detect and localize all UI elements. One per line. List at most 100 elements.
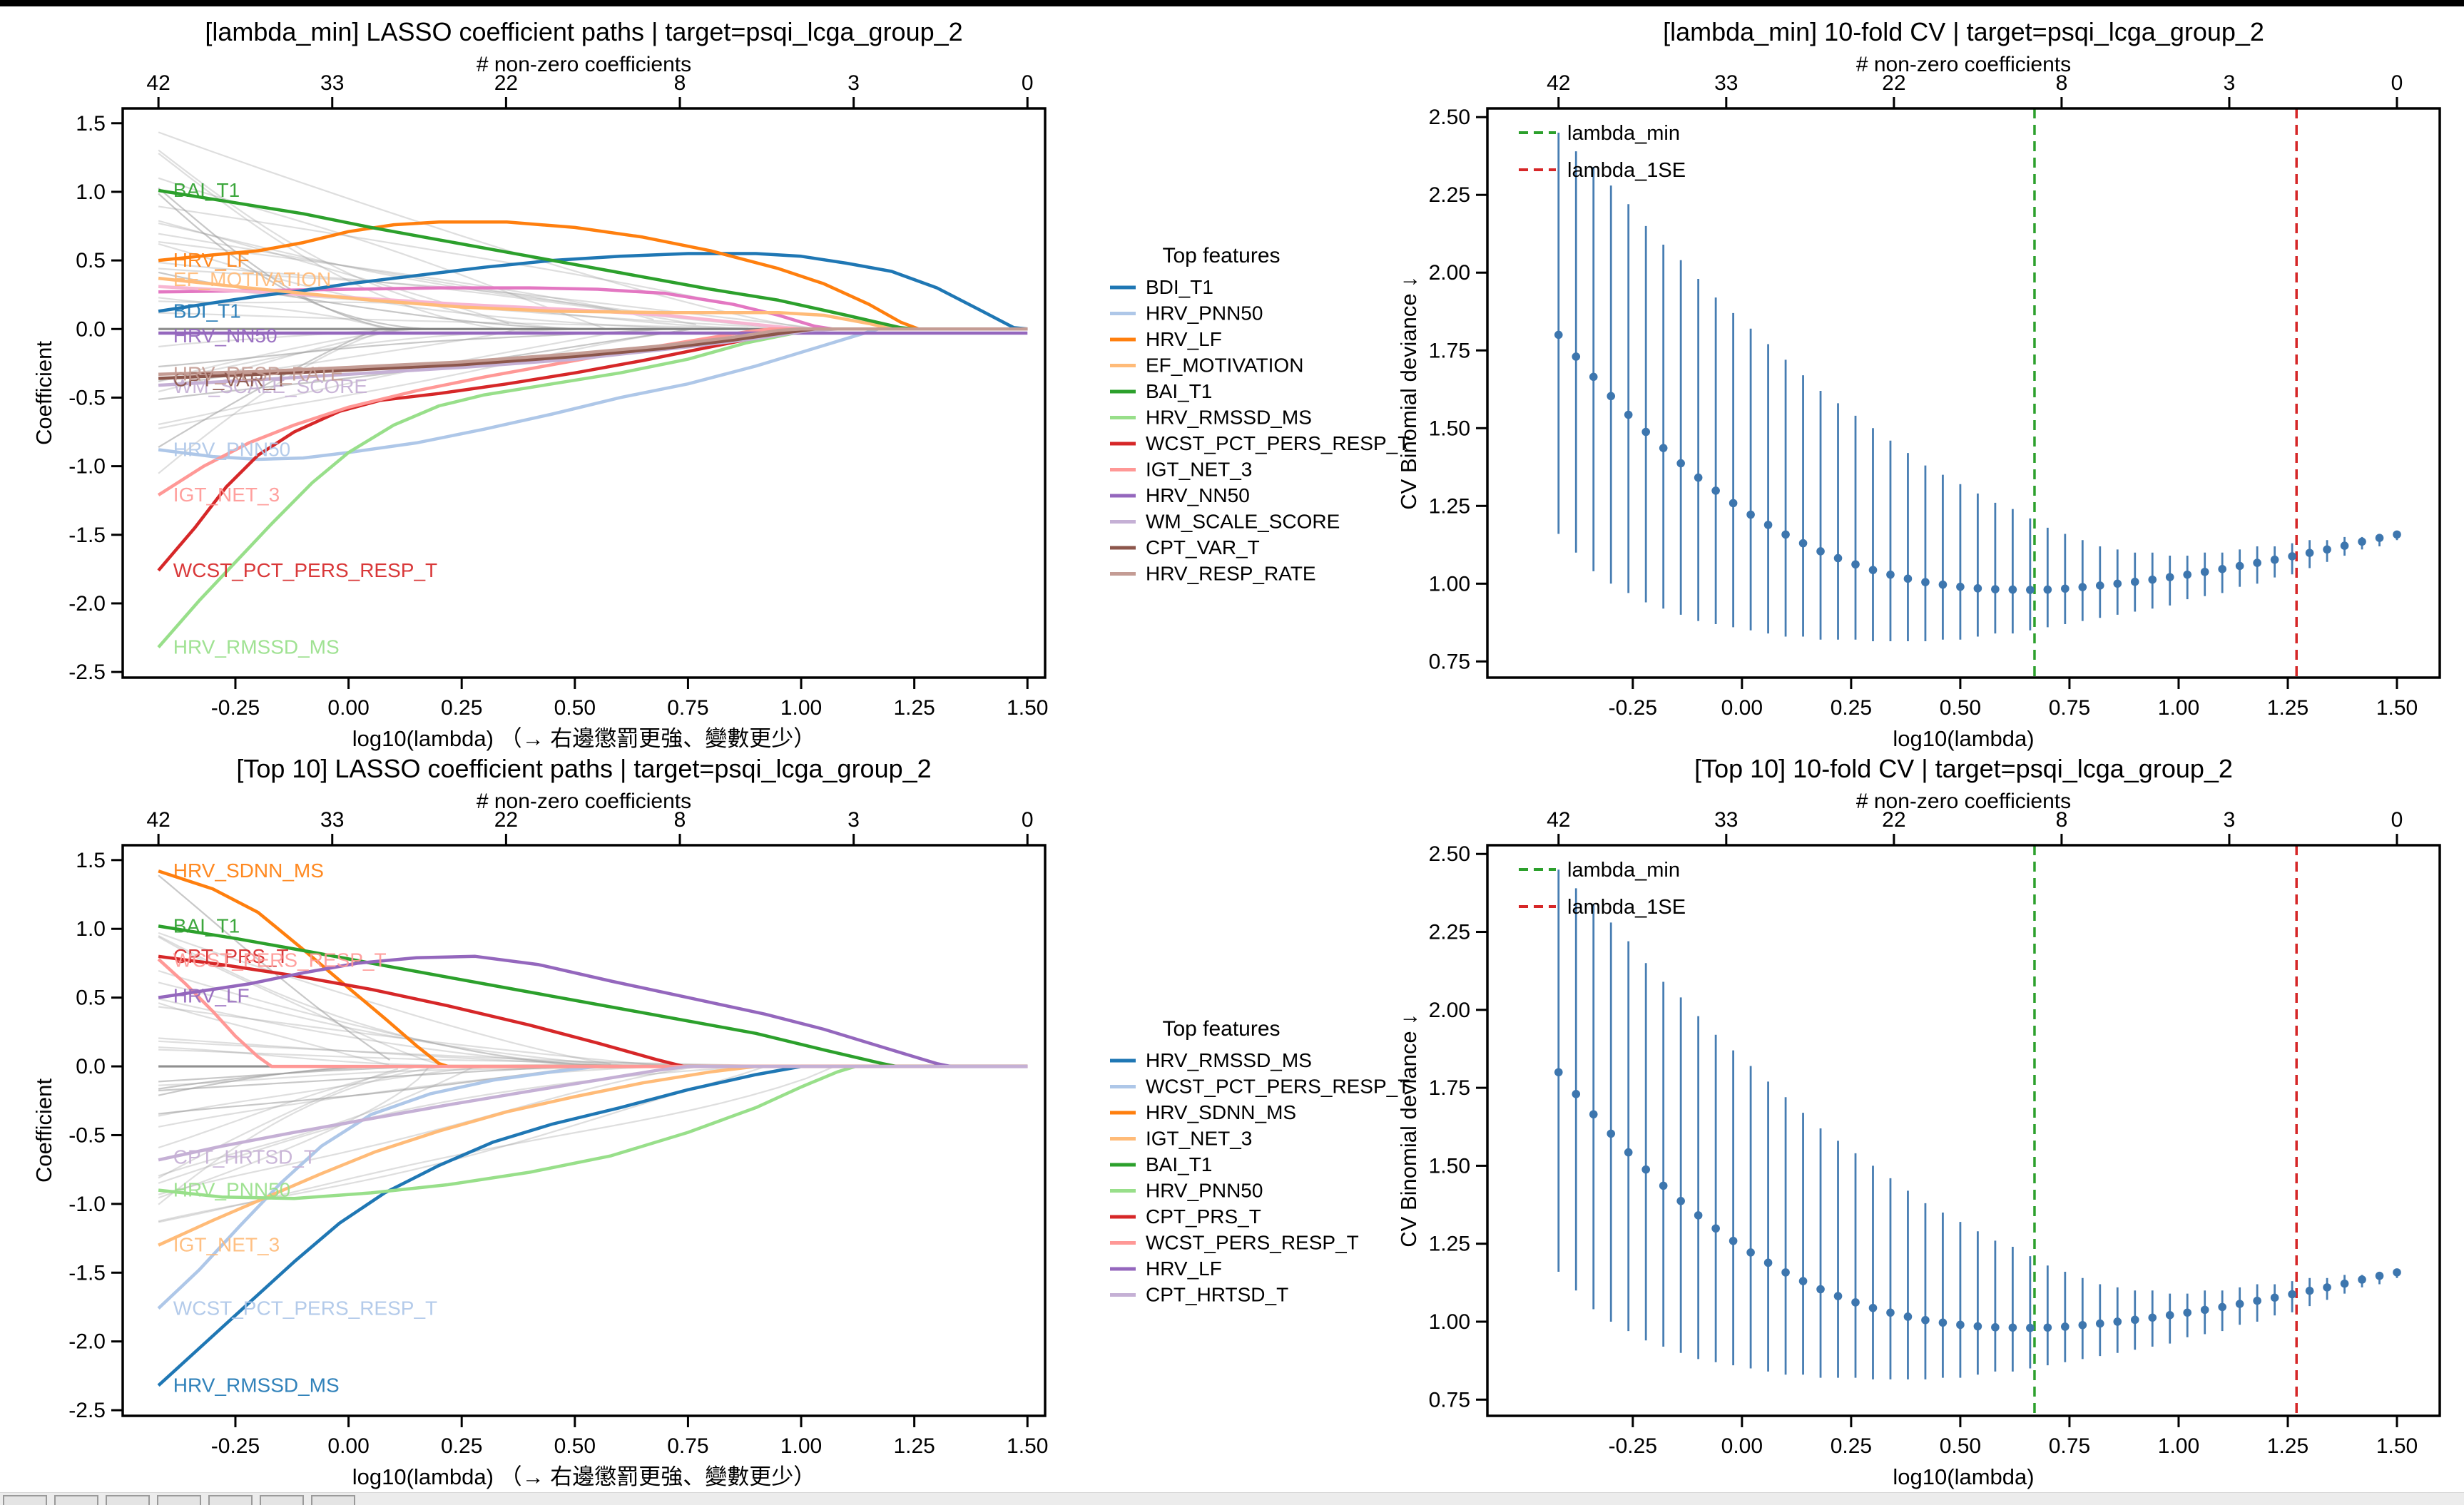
top-axis-tick: 33: [320, 808, 344, 832]
y-axis-label: Coefficient: [31, 341, 56, 445]
x-axis-tick: 1.50: [2376, 696, 2418, 720]
x-axis-tick: 0.50: [554, 1434, 596, 1458]
y-axis-tick: 0.0: [76, 1055, 106, 1078]
inline-label-CPT_HRTSD_T: CPT_HRTSD_T: [173, 1146, 316, 1168]
legend-entry-HRV_RESP_RATE: HRV_RESP_RATE: [1146, 563, 1316, 585]
top-axis-tick: 22: [494, 808, 518, 832]
axes-frame: [121, 107, 1047, 679]
legend-cv-lambda-min: lambda_min lambda_1SE: [1519, 122, 1686, 182]
x-axis-tick: -0.25: [211, 1434, 260, 1458]
inline-label-HRV_SDNN_MS: HRV_SDNN_MS: [173, 859, 324, 882]
y-axis-tick: 1.50: [1429, 1154, 1470, 1178]
y-axis-tick: 0.5: [76, 986, 106, 1010]
path-CPT_HRTSD_T: [158, 1064, 1028, 1162]
path-WCST_PERS_RESP_T: [157, 958, 1028, 1068]
legend-cv-top10: lambda_min lambda_1SE: [1519, 859, 1686, 919]
top-axis-tick: 8: [674, 71, 686, 95]
panel-title: [Top 10] LASSO coefficient paths | targe…: [236, 754, 931, 783]
x-axis-tick: 0.25: [441, 696, 482, 720]
legend-entry-WCST_PERS_RESP_T: WCST_PERS_RESP_T: [1146, 1232, 1359, 1254]
cv-error-bars: [1557, 869, 2398, 1379]
x-axis-tick: 0.50: [554, 696, 596, 720]
inline-label-IGT_NET_3: IGT_NET_3: [173, 484, 280, 506]
y-axis-tick: 1.00: [1429, 572, 1470, 596]
y-axis-tick: -2.0: [68, 1330, 106, 1354]
y-axis-tick: 0.75: [1429, 650, 1470, 673]
legend-entry-HRV_NN50: HRV_NN50: [1146, 484, 1250, 506]
x-axis-tick: 0.25: [441, 1434, 482, 1458]
y-axis-tick: 1.5: [76, 849, 106, 872]
x-axis-tick: 1.50: [1007, 1434, 1048, 1458]
toolbar-button-7[interactable]: [311, 1495, 355, 1505]
toolbar-button-4[interactable]: [157, 1495, 201, 1505]
legend-entry-lambda_min: lambda_min: [1567, 122, 1680, 145]
y-axis-label: CV Binomial deviance ↓: [1396, 276, 1421, 509]
legend-entry-HRV_PNN50: HRV_PNN50: [1146, 302, 1263, 325]
legend-entry-IGT_NET_3: IGT_NET_3: [1146, 459, 1252, 481]
toolbar-button-5[interactable]: [208, 1495, 253, 1505]
top-axis-tick: 42: [146, 808, 170, 832]
y-axis-tick: 2.00: [1429, 261, 1470, 285]
x-axis-tick: 0.00: [327, 1434, 369, 1458]
y-axis-tick: 2.50: [1429, 842, 1470, 866]
x-axis-tick: 1.00: [2158, 696, 2199, 720]
top-axis-tick: 8: [2056, 808, 2068, 832]
top-axis-label: # non-zero coefficients: [477, 53, 691, 76]
x-axis-tick: 1.25: [893, 696, 935, 720]
y-axis-tick: -1.0: [68, 455, 106, 479]
toolbar-button-2[interactable]: [54, 1495, 98, 1505]
y-axis-tick: 1.50: [1429, 417, 1470, 440]
x-axis-tick: 0.75: [667, 1434, 708, 1458]
x-axis-tick: 0.50: [1940, 696, 1981, 720]
axes-frame: [121, 844, 1047, 1417]
inline-label-WCST_PCT_PERS_RESP_T: WCST_PCT_PERS_RESP_T: [173, 1297, 437, 1319]
panel-title: [Top 10] 10-fold CV | target=psqi_lcga_g…: [1694, 754, 2233, 783]
path-HRV_RESP_RATE: [158, 327, 1028, 376]
top-axis-label: # non-zero coefficients: [1856, 790, 2071, 813]
legend-entry-lambda_min: lambda_min: [1567, 859, 1680, 882]
legend-entry-BDI_T1: BDI_T1: [1146, 276, 1213, 298]
background-coefficient-paths: [158, 131, 1028, 474]
inline-label-HRV_NN50: HRV_NN50: [173, 325, 278, 347]
y-axis-tick: 2.00: [1429, 999, 1470, 1022]
x-axis-tick: 1.00: [2158, 1434, 2199, 1458]
top-axis-tick: 42: [146, 71, 170, 95]
path-HRV_LF: [158, 954, 1028, 1068]
extra-path-1: [158, 286, 1028, 331]
plot-area: [1554, 108, 2401, 678]
inline-label-HRV_RMSSD_MS: HRV_RMSSD_MS: [173, 636, 340, 658]
x-axis-tick: 0.00: [1721, 1434, 1763, 1458]
toolbar-button-6[interactable]: [260, 1495, 304, 1505]
top-axis-tick: 3: [847, 808, 860, 832]
plot-area: [1554, 845, 2401, 1416]
legend-entry-HRV_RMSSD_MS: HRV_RMSSD_MS: [1146, 1049, 1312, 1071]
y-axis-tick: 1.00: [1429, 1310, 1470, 1334]
toolbar-button-3[interactable]: [106, 1495, 150, 1505]
inline-label-WCST_PERS_RESP_T: WCST_PERS_RESP_T: [173, 949, 387, 971]
top-axis-tick: 3: [2224, 71, 2236, 95]
panel-title: [lambda_min] LASSO coefficient paths | t…: [205, 17, 962, 46]
y-axis-tick: 2.25: [1429, 183, 1470, 207]
x-axis-tick: 1.00: [780, 1434, 822, 1458]
bottom-toolbar: [0, 1492, 2464, 1505]
y-axis-tick: 1.75: [1429, 1076, 1470, 1100]
inline-label-IGT_NET_3: IGT_NET_3: [173, 1234, 280, 1256]
legend-entry-HRV_SDNN_MS: HRV_SDNN_MS: [1146, 1101, 1296, 1123]
inline-label-CPT_VAR_T: CPT_VAR_T: [173, 368, 287, 390]
legend-entry-BAI_T1: BAI_T1: [1146, 380, 1212, 402]
top-axis-tick: 8: [2056, 71, 2068, 95]
top-axis-tick: 22: [1882, 808, 1905, 832]
path-IGT_NET_3: [158, 1064, 1028, 1247]
x-axis-tick: 0.75: [667, 696, 708, 720]
legend-entry-IGT_NET_3: IGT_NET_3: [1146, 1128, 1252, 1150]
panel-cv-top10: [Top 10] 10-fold CV | target=psqi_lcga_g…: [1396, 754, 2441, 1489]
x-axis-tick: 1.00: [780, 696, 822, 720]
x-axis-tick: 0.00: [327, 696, 369, 720]
inline-label-EF_MOTIVATION: EF_MOTIVATION: [173, 268, 331, 290]
inline-label-CPT_PRS_T: CPT_PRS_T: [173, 945, 289, 967]
legend-entry-HRV_LF: HRV_LF: [1146, 328, 1222, 350]
toolbar-button-1[interactable]: [3, 1495, 47, 1505]
y-axis-tick: 1.25: [1429, 1233, 1470, 1256]
x-axis-label: log10(lambda) （→ 右邊懲罰更強、變數更少）: [352, 1464, 815, 1489]
